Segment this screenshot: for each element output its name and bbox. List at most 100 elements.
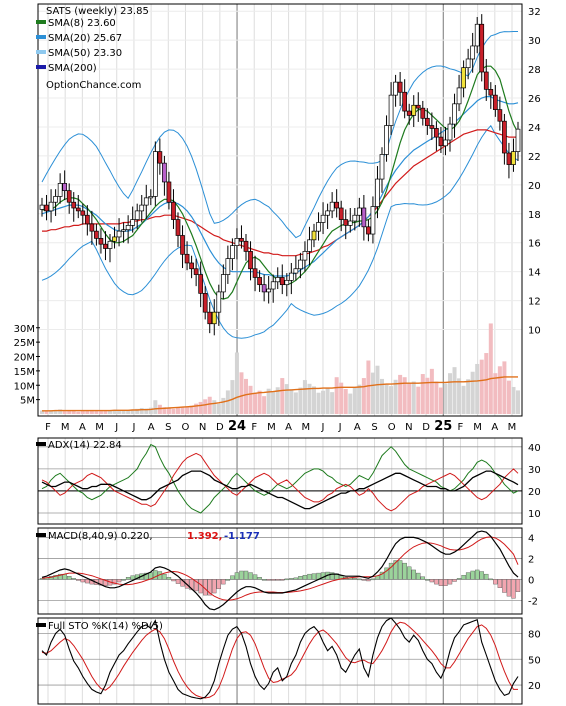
volume-bar	[516, 390, 520, 414]
volume-bar	[239, 372, 244, 414]
candle-body	[44, 204, 49, 212]
candle-body	[53, 196, 58, 203]
volume-bar	[262, 396, 267, 414]
legend-swatch-sma8	[36, 20, 46, 24]
volume-bar	[271, 391, 276, 414]
macd-histogram-bar	[438, 579, 444, 586]
price-tick-label: 10	[528, 326, 541, 337]
candle-body	[424, 117, 430, 126]
volume-bar	[425, 377, 430, 414]
lower-band-line	[41, 124, 519, 339]
candle-body	[397, 81, 403, 93]
volume-bar	[466, 379, 471, 414]
volume-bar	[166, 408, 171, 414]
candle-body	[220, 274, 226, 293]
volume-tick-label: 15M	[14, 367, 35, 378]
candle-body	[347, 220, 353, 226]
volume-bar	[221, 397, 226, 414]
candle-body	[429, 125, 435, 129]
macd-histogram-bar	[207, 579, 212, 596]
x-tick-label: M	[61, 422, 70, 433]
candle-body	[434, 128, 439, 138]
x-tick-label: M	[267, 422, 276, 433]
volume-bar	[348, 393, 353, 414]
volume-bar	[194, 403, 199, 414]
adx-panel-frame	[37, 437, 523, 525]
sma50-line	[42, 129, 518, 257]
candle-body	[402, 91, 408, 112]
volume-bar	[429, 368, 434, 414]
price-frame	[37, 3, 523, 417]
candle-body	[384, 125, 389, 155]
volume-tick-label: 5M	[20, 396, 35, 407]
candle-body	[302, 251, 308, 261]
macd-histogram-bar	[461, 574, 466, 580]
volume-bar	[434, 381, 439, 414]
x-tick-label: A	[285, 422, 292, 433]
candle-body	[406, 110, 412, 116]
sma20-line	[41, 95, 519, 277]
macd-histogram-bar	[434, 579, 439, 585]
volume-bar	[248, 385, 253, 414]
macd-panel: -2 0 2 4	[37, 527, 538, 615]
sto-panel-tick-label: 80	[528, 629, 541, 640]
volume-bar	[94, 410, 99, 414]
adx-panel-tick-label: 10	[528, 509, 541, 520]
macd-histogram-bar	[243, 570, 249, 580]
candle-body	[89, 223, 95, 232]
macd-histogram-bar	[447, 579, 453, 585]
candle-body	[266, 288, 272, 293]
volume-bar	[62, 411, 67, 414]
macd-panel-tick-label: 0	[528, 575, 534, 586]
macd-histogram-bar	[189, 579, 194, 591]
x-tick-label: D	[422, 422, 430, 433]
volume-bar	[185, 407, 190, 414]
volume-bar	[511, 386, 516, 414]
candle-body	[420, 107, 426, 119]
macd-histogram-bar	[293, 577, 299, 580]
candle-body	[116, 230, 122, 238]
candle-body	[284, 279, 290, 286]
x-tick-label: O	[182, 422, 190, 433]
legend-sma50: SMA(50) 23.30	[48, 48, 122, 59]
macd-histogram-bar	[76, 579, 81, 581]
legend-swatch-sma20	[36, 35, 46, 39]
macd-histogram-bar	[266, 579, 271, 581]
price-legend: SATS (weekly) 23.85 SMA(8) 23.60 SMA(20)…	[36, 6, 149, 91]
price-tick-label: 16	[528, 239, 541, 250]
x-tick-label: O	[388, 422, 396, 433]
adx-label: ADX(14) 22.84	[48, 440, 122, 451]
price-tick-label: 18	[528, 210, 541, 221]
symbol-label: SATS (weekly) 23.85	[46, 6, 149, 17]
volume-bar	[225, 390, 230, 414]
volume-bar	[334, 377, 339, 414]
macd-histogram-bar	[361, 579, 367, 581]
sto-d-line	[41, 621, 518, 699]
x-tick-label: A	[79, 422, 86, 433]
candle-body	[370, 206, 376, 235]
macd-histogram-bar	[465, 572, 471, 580]
adx-panel-tick-label: 40	[528, 443, 541, 454]
x-tick-label: M	[95, 422, 104, 433]
macd-legend-swatch	[36, 533, 46, 537]
macd-histogram-bar	[329, 572, 335, 580]
macd-histogram-bar	[407, 566, 412, 580]
volume-bar	[289, 389, 294, 414]
volume-bar	[361, 378, 366, 414]
macd-histogram-bar	[193, 579, 199, 592]
candle-body	[57, 183, 63, 197]
candle-body	[488, 89, 494, 96]
candle-body	[388, 94, 394, 126]
candle-body	[139, 204, 145, 212]
price-tick-label: 20	[528, 181, 541, 192]
price-tick-label: 32	[528, 7, 541, 18]
candle-body	[234, 238, 240, 246]
candle-body	[415, 104, 421, 109]
volume-bar	[139, 407, 144, 414]
volume-bar	[103, 410, 108, 414]
candle-body	[94, 230, 99, 239]
macd-histogram-bar	[130, 575, 135, 580]
volume-bar	[312, 386, 316, 414]
candle-body	[184, 253, 190, 264]
candle-body	[193, 268, 199, 275]
